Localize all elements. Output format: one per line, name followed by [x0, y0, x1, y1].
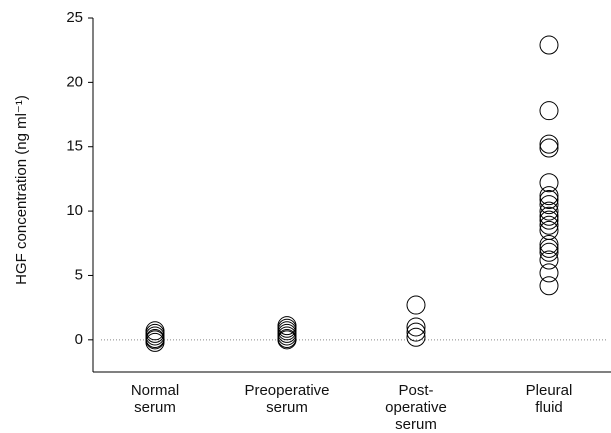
data-point [539, 235, 559, 255]
data-point [539, 195, 559, 215]
data-point [539, 263, 559, 283]
y-tick-label: 0 [75, 331, 83, 348]
x-tick-label: Preoperative serum [244, 382, 330, 416]
data-point [539, 134, 559, 154]
data-point [539, 201, 559, 221]
data-point [539, 250, 559, 270]
data-point [539, 242, 559, 262]
y-axis-label: HGF concentration (ng ml⁻¹) [13, 95, 30, 285]
data-point [145, 332, 165, 352]
x-tick-label: Pleural fluid [525, 382, 573, 416]
y-tick-label: 5 [75, 266, 83, 283]
data-point [539, 206, 559, 226]
y-tick-label: 20 [66, 73, 83, 90]
data-point [539, 35, 559, 55]
data-point [277, 330, 297, 350]
x-tick-label: Normal serum [130, 382, 180, 416]
data-point [406, 327, 426, 347]
x-tick-label: Post-operative serum [385, 382, 447, 433]
data-point [406, 317, 426, 337]
data-point [539, 210, 559, 230]
data-point [406, 322, 426, 342]
data-point [539, 220, 559, 240]
y-tick-label: 25 [66, 9, 83, 26]
data-point [539, 215, 559, 235]
data-point [539, 190, 559, 210]
y-tick-label: 10 [66, 202, 83, 219]
data-point [539, 173, 559, 193]
data-point [539, 276, 559, 296]
y-tick-label: 15 [66, 138, 83, 155]
data-point [406, 295, 426, 315]
data-point [539, 238, 559, 258]
data-point [539, 138, 559, 158]
data-point [539, 186, 559, 206]
data-point [539, 101, 559, 121]
